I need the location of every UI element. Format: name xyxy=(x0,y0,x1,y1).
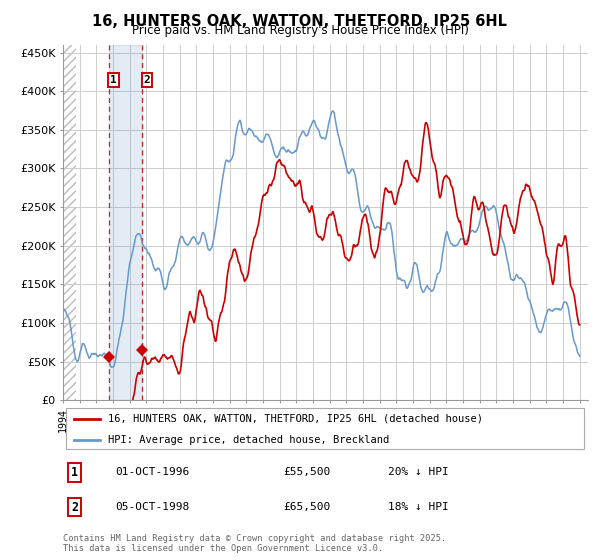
Text: 1: 1 xyxy=(71,466,78,479)
Bar xyxy=(109,45,142,400)
Text: Contains HM Land Registry data © Crown copyright and database right 2025.
This d: Contains HM Land Registry data © Crown c… xyxy=(63,534,446,553)
Text: 16, HUNTERS OAK, WATTON, THETFORD, IP25 6HL: 16, HUNTERS OAK, WATTON, THETFORD, IP25 … xyxy=(92,14,508,29)
Text: 01-OCT-1996: 01-OCT-1996 xyxy=(115,468,190,478)
Text: 1: 1 xyxy=(110,74,117,85)
Text: 2: 2 xyxy=(143,74,150,85)
Text: 16, HUNTERS OAK, WATTON, THETFORD, IP25 6HL (detached house): 16, HUNTERS OAK, WATTON, THETFORD, IP25 … xyxy=(107,413,482,423)
FancyBboxPatch shape xyxy=(65,408,584,449)
Text: £65,500: £65,500 xyxy=(284,502,331,512)
Text: HPI: Average price, detached house, Breckland: HPI: Average price, detached house, Brec… xyxy=(107,435,389,445)
Text: 05-OCT-1998: 05-OCT-1998 xyxy=(115,502,190,512)
Text: 20% ↓ HPI: 20% ↓ HPI xyxy=(389,468,449,478)
Text: 18% ↓ HPI: 18% ↓ HPI xyxy=(389,502,449,512)
Text: 2: 2 xyxy=(71,501,78,514)
Text: Price paid vs. HM Land Registry's House Price Index (HPI): Price paid vs. HM Land Registry's House … xyxy=(131,24,469,37)
Text: £55,500: £55,500 xyxy=(284,468,331,478)
